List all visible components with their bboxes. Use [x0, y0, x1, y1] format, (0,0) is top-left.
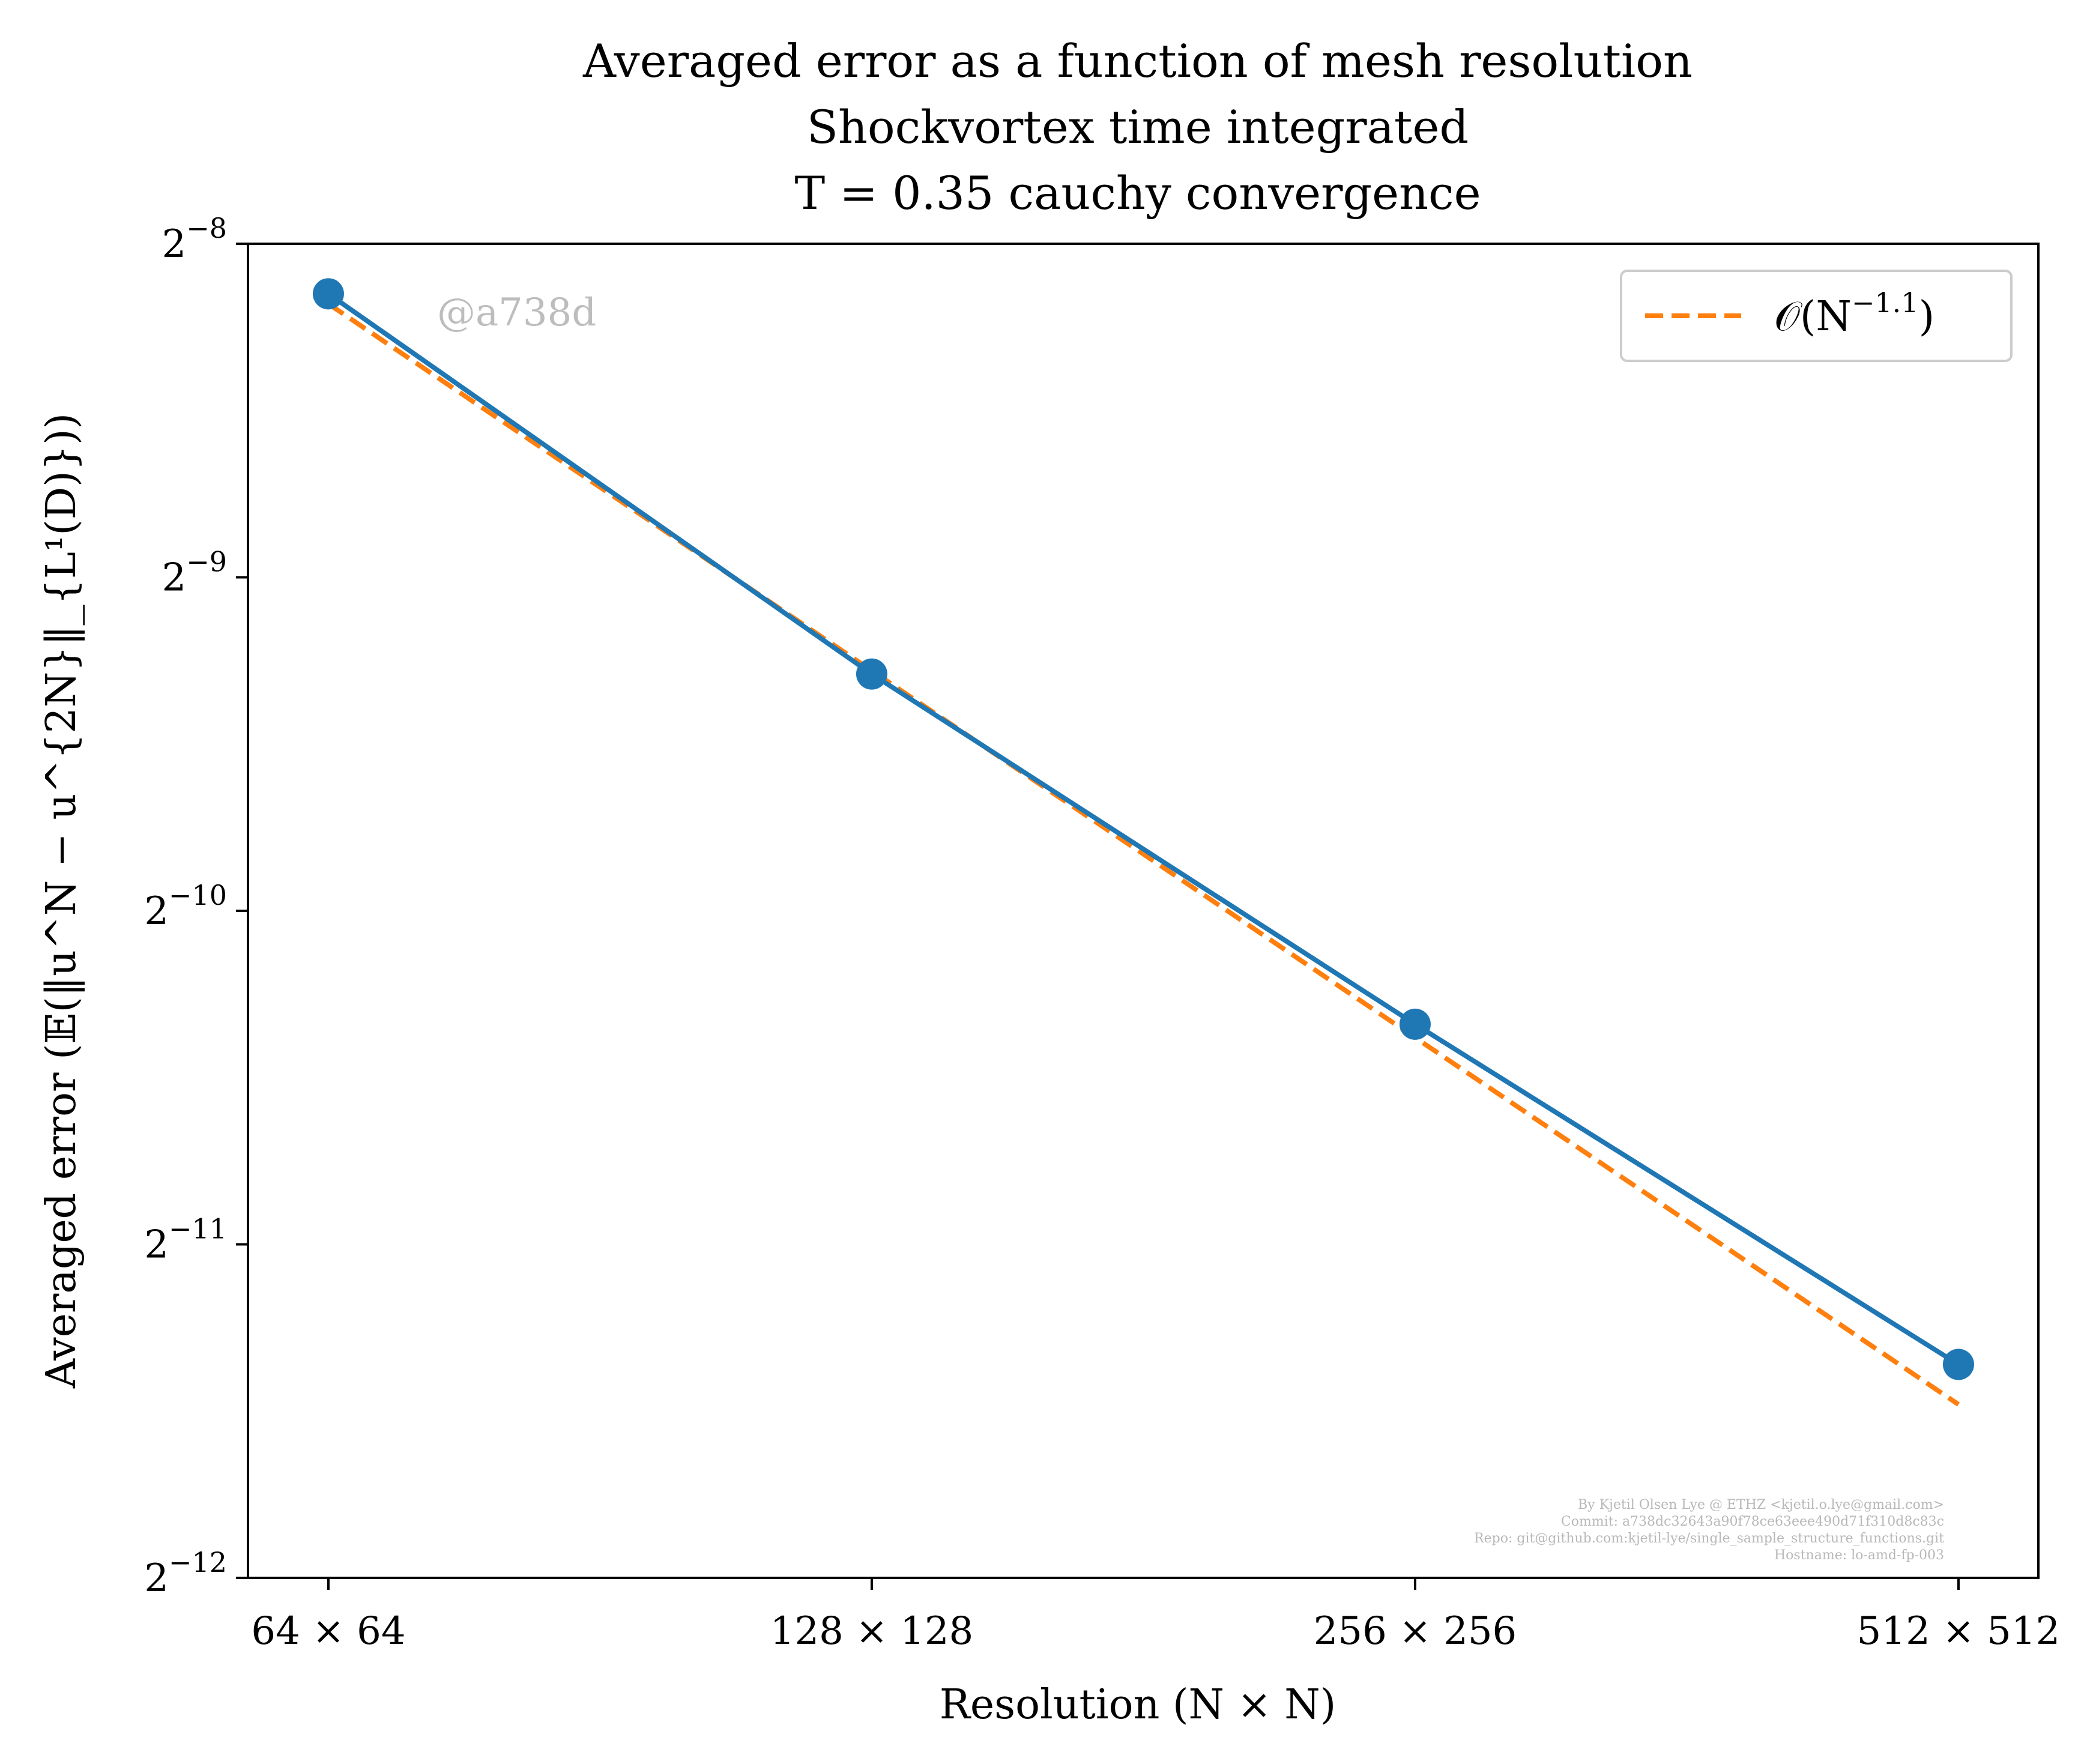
- x-tick-label: 256 × 256: [1314, 1609, 1517, 1654]
- legend-entry-main: 𝒪(N: [1774, 293, 1852, 340]
- y-tick-label: 2−8: [162, 212, 227, 267]
- y-tick-label-base: 2: [144, 889, 169, 934]
- error-data-point: [312, 278, 344, 310]
- error-series-line: [327, 292, 1960, 1367]
- y-tick-label-exponent: −10: [169, 879, 227, 911]
- legend: 𝒪(N−1.1): [1620, 270, 2013, 362]
- title-line-1: Averaged error as a function of mesh res…: [582, 34, 1693, 88]
- error-data-point: [856, 658, 887, 690]
- credit-block: By Kjetil Olsen Lye @ ETHZ <kjetil.o.lye…: [1474, 1497, 1944, 1563]
- y-tick-label-exponent: −8: [186, 212, 227, 244]
- y-tick-label-base: 2: [162, 556, 186, 600]
- credit-line-4: Hostname: lo-amd-fp-003: [1774, 1548, 1944, 1563]
- y-axis: 2−82−92−102−112−12: [144, 212, 248, 1601]
- credit-line-2: Commit: a738dc32643a90f78ce63eee490d71f3…: [1561, 1514, 1944, 1529]
- reference-series-line: [327, 301, 1960, 1407]
- y-axis-label: Averaged error (𝔼(‖u^N − u^{2N}‖_{L¹(D)}…: [38, 413, 85, 1389]
- watermark-text: @a738d: [437, 291, 596, 335]
- y-tick-label-base: 2: [144, 1223, 169, 1267]
- y-tick-label: 2−9: [162, 546, 227, 600]
- chart-title: Averaged error as a function of mesh res…: [582, 34, 1693, 220]
- credit-line-3: Repo: git@github.com:kjetil-lye/single_s…: [1474, 1531, 1944, 1546]
- y-tick-label: 2−11: [144, 1213, 227, 1267]
- y-tick-label-base: 2: [144, 1556, 169, 1601]
- error-data-point: [1399, 1008, 1431, 1040]
- error-data-point: [1942, 1349, 1974, 1380]
- x-tick-label: 128 × 128: [770, 1609, 974, 1654]
- series-layer: [312, 278, 1974, 1407]
- y-tick-label-base: 2: [162, 222, 186, 267]
- legend-entry-close: ): [1919, 293, 1935, 340]
- legend-entry-sup: −1.1: [1852, 286, 1919, 319]
- y-tick-label-exponent: −9: [186, 546, 227, 578]
- x-tick-label: 64 × 64: [251, 1609, 405, 1654]
- x-tick-label: 512 × 512: [1857, 1609, 2061, 1654]
- legend-box: [1620, 270, 2013, 362]
- y-tick-label: 2−12: [144, 1546, 227, 1601]
- title-line-2: Shockvortex time integrated: [807, 100, 1469, 154]
- x-axis: 64 × 64 128 × 128 256 × 256 512 × 512: [251, 1578, 2060, 1654]
- x-axis-label: Resolution (N × N): [940, 1681, 1336, 1729]
- plot-area-frame: [247, 243, 2040, 1579]
- y-tick-label-exponent: −12: [169, 1546, 227, 1578]
- title-line-3: T = 0.35 cauchy convergence: [794, 166, 1481, 220]
- y-tick-label-exponent: −11: [169, 1213, 227, 1245]
- legend-entry-reference: 𝒪(N−1.1): [1774, 286, 1934, 340]
- credit-line-1: By Kjetil Olsen Lye @ ETHZ <kjetil.o.lye…: [1578, 1497, 1944, 1512]
- y-tick-label: 2−10: [144, 879, 227, 934]
